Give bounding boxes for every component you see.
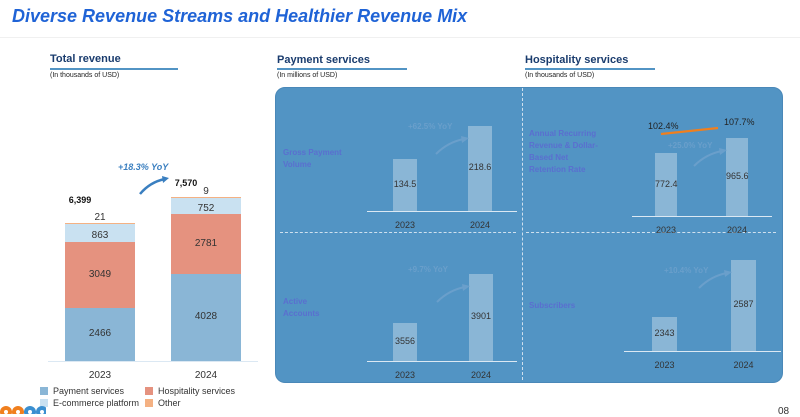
legend-swatch — [145, 399, 153, 407]
hospitality-services-underline — [525, 68, 655, 70]
kpi-panel — [275, 87, 783, 383]
bar-2023: 3556 — [393, 322, 417, 361]
active-accounts-yoy: +9.7% YoY — [408, 265, 448, 274]
bar-value-label: 2343 — [654, 328, 675, 339]
segment-value-label: 863 — [91, 229, 109, 241]
legend-swatch — [40, 399, 48, 407]
bar-value-label: 3901 — [470, 311, 492, 322]
x-tick-label: 2023 — [394, 220, 416, 230]
stack-segment-payment-services — [65, 307, 135, 361]
x-tick-label: 2023 — [655, 225, 677, 235]
bar-value-label: 3556 — [394, 335, 416, 346]
legend-item-payment: Payment services — [40, 386, 124, 396]
legend-swatch — [40, 387, 48, 395]
segment-value-label: 9 — [203, 186, 209, 198]
company-logo-icon — [0, 406, 46, 414]
panel-vertical-divider — [522, 88, 523, 380]
total-revenue-baseline — [48, 361, 258, 362]
legend-swatch — [145, 387, 153, 395]
arr-label: Annual Recurring Revenue & Dollar-Based … — [529, 129, 598, 174]
bar-2023: 2343 — [652, 317, 677, 351]
page-number: 08 — [778, 406, 790, 417]
subscribers-label: Subscribers — [529, 301, 576, 310]
stack-segment-e-commerce-platform — [171, 197, 241, 214]
growth-arrow-icon — [139, 176, 169, 195]
total-revenue-heading: Total revenue — [50, 53, 121, 65]
page-title: Diverse Revenue Streams and Healthier Re… — [12, 6, 468, 26]
total-yoy-annotation: +18.3% YoY — [118, 162, 169, 172]
stack-segment-hospitality-services — [171, 213, 241, 274]
stack-total-label: 7,570 — [174, 178, 198, 189]
stack-segment-e-commerce-platform — [65, 223, 135, 242]
bar-value-label: 218.6 — [468, 162, 492, 173]
bar-value-label: 2587 — [733, 299, 754, 310]
legend-label: Other — [158, 398, 181, 408]
segment-value-label: 21 — [94, 211, 106, 223]
x-tick-label: 2023 — [88, 370, 112, 381]
growth-arrow-icon — [436, 283, 470, 303]
x-tick-label: 2024 — [733, 360, 754, 370]
bar-value-label: 965.6 — [726, 170, 749, 181]
mini-chart-baseline — [632, 216, 772, 217]
legend-item-ecommerce: E-commerce platform — [40, 398, 139, 408]
segment-value-label: 752 — [197, 202, 215, 214]
bar-2023: 772.4 — [655, 153, 678, 216]
gpv-yoy: +62.5% YoY — [408, 122, 453, 131]
stack-total-label: 6,399 — [68, 194, 92, 205]
payment-services-heading: Payment services — [277, 54, 370, 66]
legend-label: Payment services — [53, 386, 125, 396]
hospitality-services-heading: Hospitality services — [525, 54, 629, 66]
gpv-label: Gross Payment Volume — [283, 148, 342, 169]
bar-value-label: 134.5 — [393, 178, 417, 189]
stack-segment-payment-services — [171, 273, 241, 361]
legend-label: Hospitality services — [158, 386, 236, 396]
retention-label-2023: 102.4% — [648, 121, 679, 131]
bar-2024: 3901 — [469, 273, 493, 361]
segment-value-label: 2466 — [88, 328, 112, 340]
growth-arrow-icon — [435, 135, 469, 155]
active-accounts-label: Active Accounts — [283, 297, 320, 318]
bar-2024: 965.6 — [726, 137, 749, 216]
bar-2024: 218.6 — [468, 125, 492, 211]
x-tick-label: 2024 — [726, 225, 748, 235]
segment-value-label: 2781 — [194, 237, 218, 249]
x-tick-label: 2024 — [194, 370, 218, 381]
x-tick-label: 2024 — [469, 220, 491, 230]
payment-services-unit: (In millions of USD) — [277, 72, 338, 79]
x-tick-label: 2023 — [654, 360, 675, 370]
hospitality-services-unit: (In thousands of USD) — [525, 72, 595, 79]
stack-segment-hospitality-services — [65, 241, 135, 308]
growth-arrow-icon — [698, 269, 732, 289]
total-revenue-unit: (In thousands of USD) — [50, 72, 120, 79]
bar-2023: 134.5 — [393, 158, 417, 211]
subscribers-yoy: +10.4% YoY — [664, 266, 709, 275]
bar-2024: 2587 — [731, 259, 756, 351]
legend-item-hospitality: Hospitality services — [145, 386, 235, 396]
mini-chart-baseline — [367, 211, 517, 212]
title-divider — [0, 37, 800, 38]
x-tick-label: 2023 — [394, 370, 416, 380]
segment-value-label: 3049 — [88, 268, 112, 280]
panel-horizontal-divider-left — [280, 232, 516, 233]
growth-arrow-icon — [693, 147, 727, 167]
total-revenue-underline — [50, 68, 178, 70]
bar-value-label: 772.4 — [655, 178, 678, 189]
mini-chart-baseline — [367, 361, 517, 362]
retention-rate-line — [660, 126, 719, 136]
panel-horizontal-divider-right — [526, 232, 776, 233]
total-revenue-chart: 2466 3049 863 21 6,399 2023 4028 2781 752 9 7,570 2… — [0, 0, 270, 414]
arr-yoy: +25.0% YoY — [668, 141, 713, 150]
segment-value-label: 4028 — [194, 311, 218, 323]
mini-chart-baseline — [624, 351, 781, 352]
stack-segment-other — [65, 222, 135, 224]
x-tick-label: 2024 — [470, 370, 492, 380]
legend-item-other: Other — [145, 398, 181, 408]
stack-segment-other — [171, 197, 241, 199]
retention-label-2024: 107.7% — [724, 117, 755, 127]
legend-label: E-commerce platform — [53, 398, 140, 408]
payment-services-underline — [277, 68, 407, 70]
